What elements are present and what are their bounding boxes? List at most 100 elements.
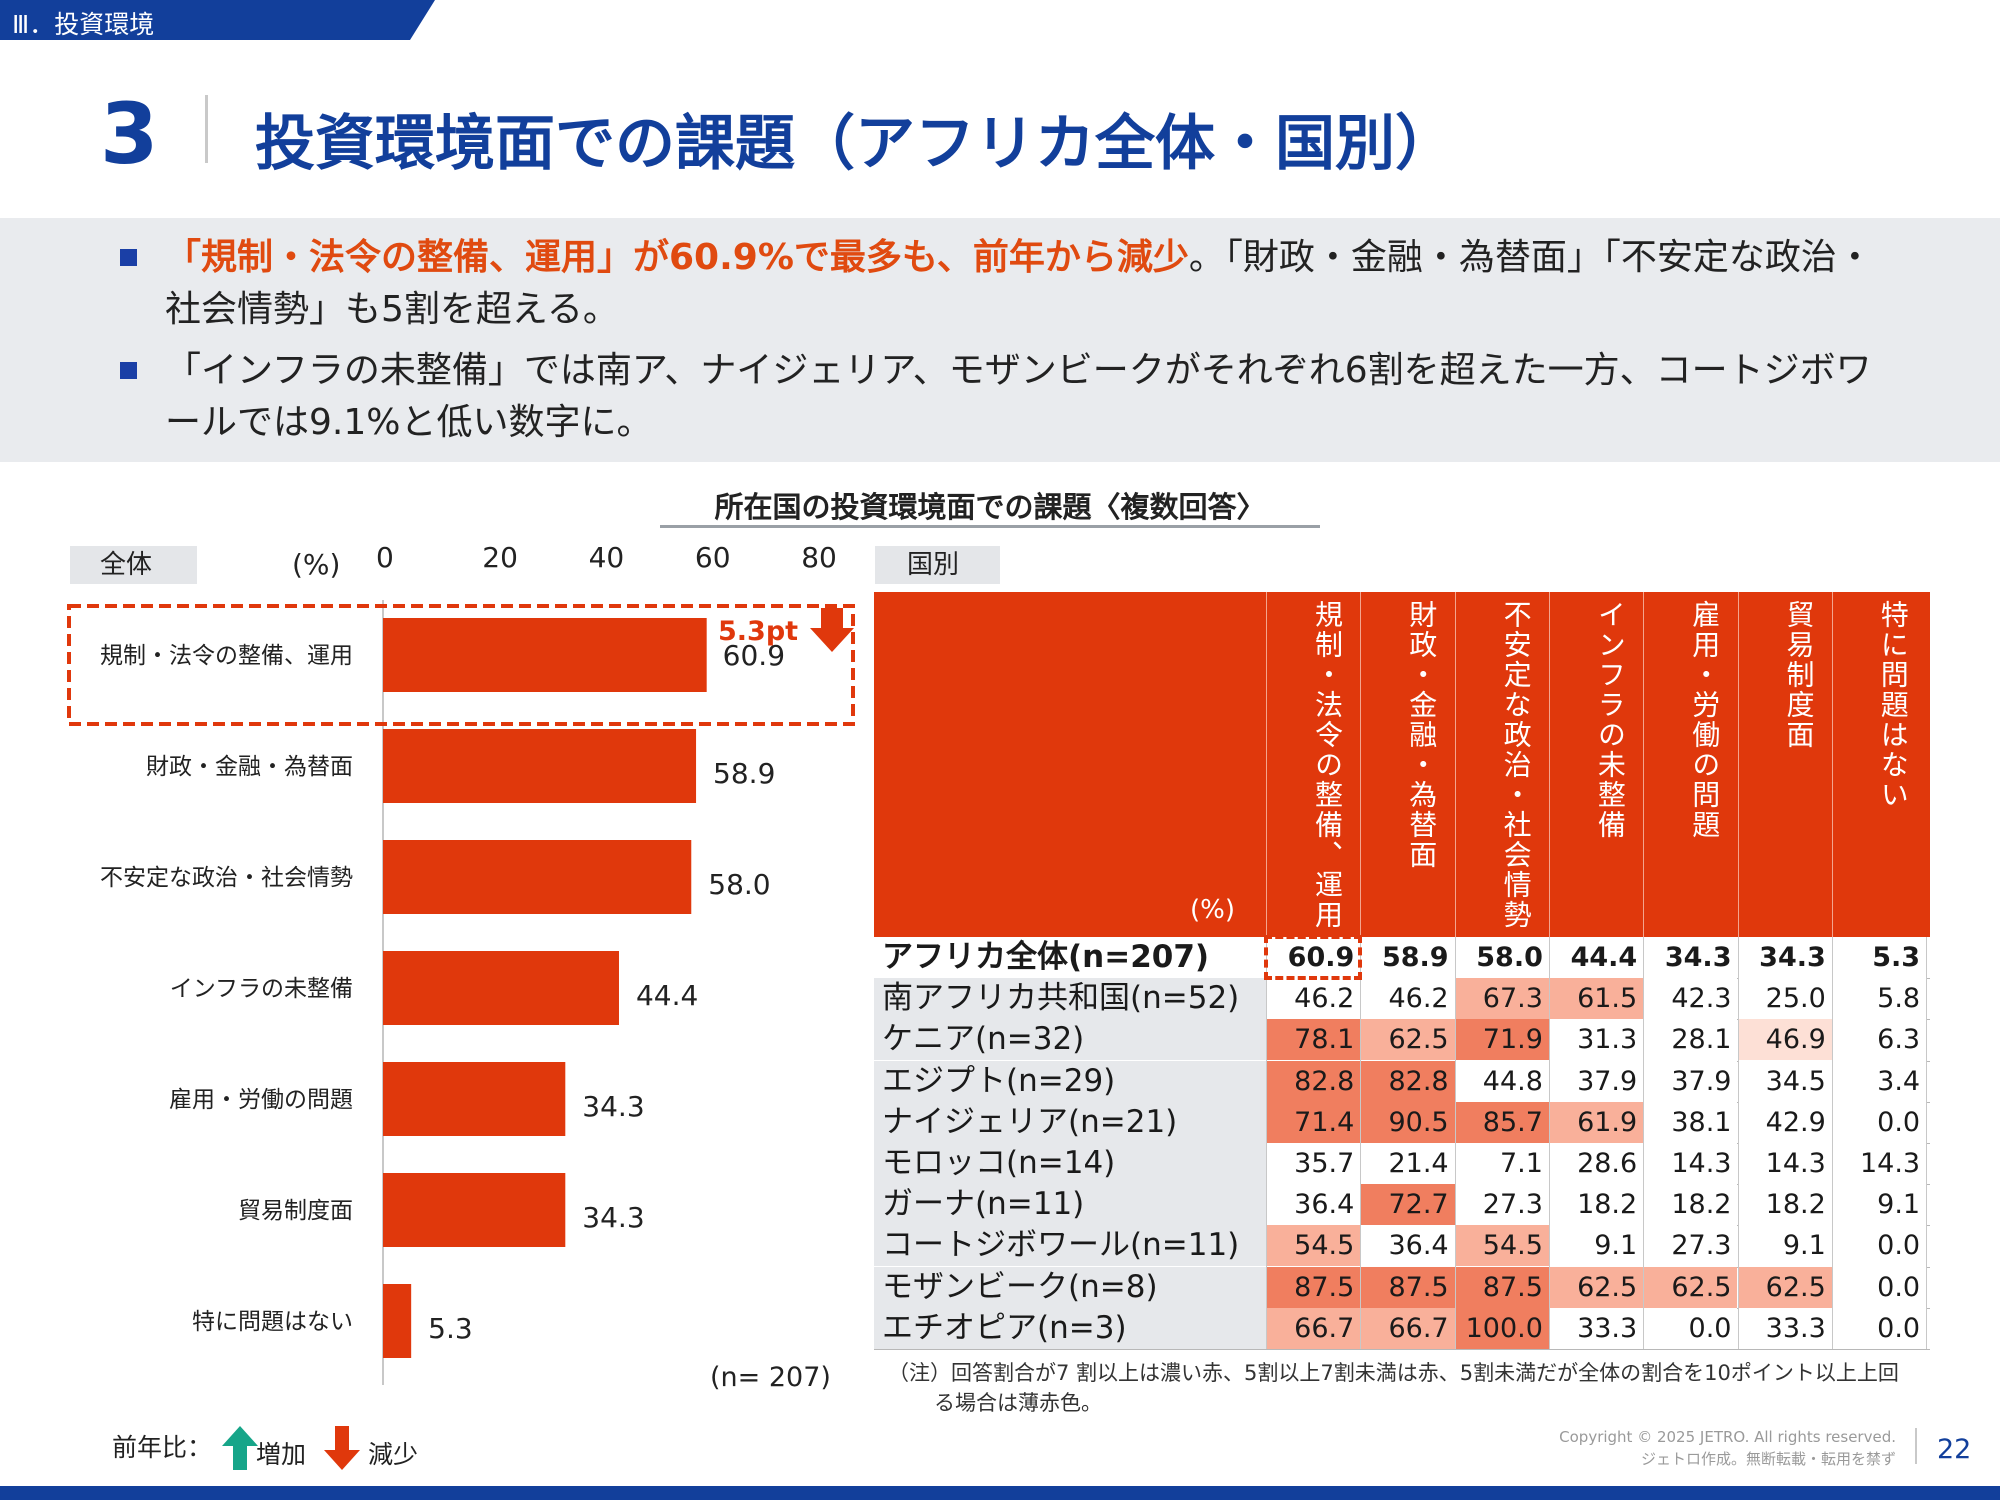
table-row: モロッコ(n=14) 35.7 21.4 7.1 28.6 14.3 14.3 14.3 [874, 1143, 1930, 1184]
table-cell: 25.0 [1737, 978, 1832, 1020]
table-cell: 14.3 [1737, 1143, 1832, 1184]
header-divider [1831, 592, 1833, 937]
table-cell: 82.8 [1266, 1060, 1361, 1102]
header-divider [1360, 592, 1362, 937]
table-row: エチオピア(n=3) 66.7 66.7 100.0 33.3 0.0 33.3 0.0 [874, 1307, 1930, 1349]
row-divider [874, 1349, 1930, 1350]
table-cell: 87.5 [1454, 1266, 1549, 1308]
table-row: ガーナ(n=11) 36.4 72.7 27.3 18.2 18.2 18.2 9.1 [874, 1184, 1930, 1226]
bar [383, 951, 619, 1025]
table-cell: 42.9 [1737, 1101, 1832, 1143]
table-cell: 14.3 [1831, 1143, 1927, 1184]
header-divider [1266, 592, 1267, 937]
table-cell: 9.1 [1831, 1184, 1927, 1226]
table-cell: 18.2 [1548, 1184, 1644, 1226]
table-row: エジプト(n=29) 82.8 82.8 44.8 37.9 37.9 34.5 3.4 [874, 1060, 1930, 1102]
category-label: 特に問題はない [192, 1309, 353, 1335]
column-divider [1831, 937, 1833, 1349]
x-tick-label: 0 [376, 541, 394, 574]
table-cell: 87.5 [1266, 1266, 1361, 1308]
table-cell: 67.3 [1454, 978, 1549, 1020]
category-label: 規制・法令の整備、運用 [100, 643, 353, 669]
column-divider [1454, 937, 1456, 1349]
title-divider [205, 95, 208, 163]
x-tick-label: 80 [801, 541, 837, 574]
header-divider [1454, 592, 1456, 937]
copyright-line: Copyright © 2025 JETRO. All rights reser… [1559, 1428, 1896, 1446]
summary-text: 「インフラの未整備」では南ア、ナイジェリア、モザンビークがそれぞれ6割を超えた一… [165, 350, 1872, 443]
table-cell: 44.4 [1548, 937, 1644, 978]
country-tag: 国別 [875, 546, 1000, 584]
table-cell: 58.9 [1360, 937, 1455, 978]
page-title: 投資環境面での課題（アフリカ全体・国別） [255, 109, 1455, 179]
table-cell: 46.2 [1266, 978, 1361, 1020]
category-label: 雇用・労働の問題 [169, 1087, 353, 1113]
table-cell: 66.7 [1360, 1307, 1455, 1349]
column-divider [1548, 937, 1550, 1349]
header-divider [1643, 592, 1645, 937]
bottom-bar [0, 1486, 2000, 1500]
table-row: アフリカ全体(n=207) 60.9 58.9 58.0 44.4 34.3 34.3 5.3 [874, 937, 1930, 978]
table-cell: 0.0 [1643, 1307, 1738, 1349]
section-tag: Ⅲ．投資環境 [0, 0, 435, 40]
column-header: 特に問題はない [1876, 600, 1910, 810]
table-cell: 62.5 [1643, 1266, 1738, 1308]
table-cell: 18.2 [1643, 1184, 1738, 1226]
table-cell: 37.9 [1643, 1060, 1738, 1102]
table-cell: 0.0 [1831, 1266, 1927, 1308]
up-arrow-icon [222, 1426, 258, 1470]
table-cell: 54.5 [1454, 1225, 1549, 1267]
table-cell: 71.4 [1266, 1101, 1361, 1143]
table-cell: 78.1 [1266, 1019, 1361, 1061]
x-tick-label: 40 [589, 541, 625, 574]
table-row: モザンビーク(n=8) 87.5 87.5 87.5 62.5 62.5 62.5 0.0 [874, 1266, 1930, 1308]
table-row: コートジボワール(n=11) 54.5 36.4 54.5 9.1 27.3 9.1 0.0 [874, 1225, 1930, 1267]
table-cell: 61.9 [1548, 1101, 1644, 1143]
chart-title: 所在国の投資環境面での課題〈複数回答〉 [714, 490, 1266, 524]
bar [383, 1284, 412, 1358]
bar [383, 1062, 566, 1136]
table-cell: 33.3 [1548, 1307, 1644, 1349]
section-tag-label: Ⅲ．投資環境 [12, 10, 155, 39]
bullet-square-icon [120, 249, 137, 266]
header-divider [1737, 592, 1739, 937]
axis-unit-label: (%) [292, 548, 341, 581]
data-label: 5.3 [428, 1312, 473, 1345]
copyright-line: ジェトロ作成。無断転載・転用を禁ず [1640, 1450, 1896, 1468]
category-label: 不安定な政治・社会情勢 [100, 865, 353, 891]
table-cell: 31.3 [1548, 1019, 1644, 1061]
bullet-square-icon [120, 362, 137, 379]
column-header: インフラの未整備 [1593, 600, 1627, 840]
row-label: エジプト(n=29) [874, 1060, 1266, 1102]
table-cell: 71.9 [1454, 1019, 1549, 1061]
table-cell: 62.5 [1548, 1266, 1644, 1308]
table-cell: 62.5 [1737, 1266, 1832, 1308]
table-cell: 54.5 [1266, 1225, 1361, 1267]
summary-bullet-1: 「規制・法令の整備、運用」が60.9%で最多も、前年から減少。「財政・金融・為替… [120, 232, 1885, 336]
row-label: モロッコ(n=14) [874, 1143, 1266, 1184]
table-cell: 44.8 [1454, 1060, 1549, 1102]
table-cell: 82.8 [1360, 1060, 1455, 1102]
table-cell: 0.0 [1831, 1307, 1927, 1349]
table-cell: 42.3 [1643, 978, 1738, 1020]
footer-divider [1915, 1428, 1917, 1464]
table-cell: 9.1 [1548, 1225, 1644, 1267]
legend-increase: 増加 [256, 1440, 307, 1469]
sample-size-label: (n= 207) [710, 1362, 831, 1393]
table-row: ナイジェリア(n=21) 71.4 90.5 85.7 61.9 38.1 42.9 0.0 [874, 1101, 1930, 1143]
table-cell: 85.7 [1454, 1101, 1549, 1143]
legend-prefix: 前年比： [112, 1433, 213, 1462]
table-cell: 62.5 [1360, 1019, 1455, 1061]
table-cell: 9.1 [1737, 1225, 1832, 1267]
table-cell: 34.3 [1643, 937, 1738, 978]
summary-highlight: 「規制・法令の整備、運用」が60.9%で最多も、前年から減少 [165, 237, 1189, 278]
category-label: 財政・金融・為替面 [146, 754, 353, 780]
table-cell: 27.3 [1454, 1184, 1549, 1226]
table-cell: 58.0 [1454, 937, 1549, 978]
table-cell: 37.9 [1548, 1060, 1644, 1102]
table-cell: 46.2 [1360, 978, 1455, 1020]
down-arrow-icon [810, 608, 854, 652]
chart-title-underline [660, 525, 1320, 528]
down-arrow-icon [324, 1426, 360, 1470]
table-cell: 34.3 [1737, 937, 1832, 978]
